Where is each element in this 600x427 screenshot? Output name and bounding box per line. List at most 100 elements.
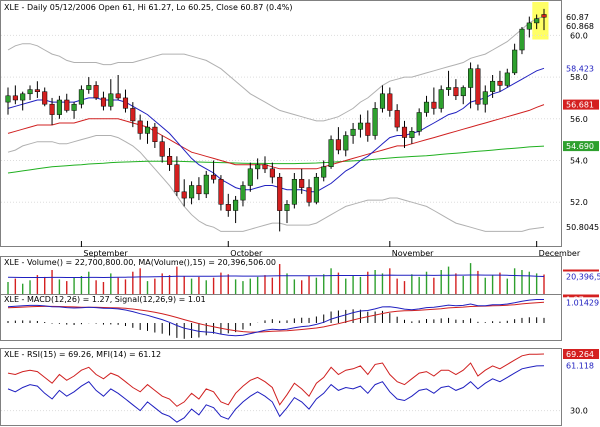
candle [423,95,430,117]
candle-body [233,199,239,211]
candle-body [343,135,349,151]
candle [446,70,452,96]
candle [534,14,540,30]
candle [387,87,393,117]
candle-body [438,89,444,109]
candle [152,122,158,148]
candle [211,160,217,184]
price-right-label: 60.87 [563,12,599,23]
candle-body [504,72,510,86]
candle-body [490,80,496,92]
rsi-right-labels: 69.264 61.118 [563,349,599,371]
candle [262,156,268,174]
candle [56,95,62,119]
candle-body [34,89,40,92]
rsi-right-label-text: 61.118 [566,362,594,371]
month-labels: September October November December [80,241,581,258]
candle [497,70,503,92]
candle-body [225,204,231,211]
volume-right-label: 20,396,5 [563,271,600,282]
candle [519,27,525,55]
price-right-label: 56.681 [563,99,599,110]
candle [335,127,341,155]
price-tick-label: 56.0 [570,115,588,124]
candle-body [262,164,268,170]
candle [306,179,312,207]
candle [240,181,246,207]
bollinger-upper [7,16,545,122]
month-label: October [230,249,263,258]
candle-body [401,126,408,138]
candle [328,135,334,169]
candle-body [497,80,503,86]
candle [372,102,378,140]
candle-body [115,93,121,99]
price-right-label-text: 60.868 [566,22,594,31]
candle [357,114,364,138]
volume-header: XLE - Volume() = 22,700,800.00, MA(Volum… [4,258,276,267]
volume-right-label-text: 20,396,5 [566,273,600,282]
rsi-right-label: 69.264 [563,349,599,359]
price-right-label: 54.690 [563,141,599,152]
candle [12,85,18,105]
ma-long-line [7,145,545,174]
rsi-panel [0,348,562,426]
candle [321,160,327,182]
candle-body [423,101,430,113]
macd-lines [7,299,545,337]
candle-body [42,91,48,105]
candle-body [306,187,312,203]
macd-right-labels: 1.271.01429 [563,294,599,308]
candle-body [284,204,290,211]
candle [20,91,26,111]
candle [350,122,356,144]
candle-body [100,97,107,107]
candle [453,79,459,101]
candle-body [534,18,540,24]
candle-body [152,126,158,142]
price-right-label-bg [563,222,599,233]
candle [144,120,151,144]
candle [233,195,239,224]
candle [394,104,400,132]
price-tick-label: 58.0 [570,73,588,82]
candle-body [519,28,525,51]
candle [71,102,77,119]
candle [468,62,474,109]
price-tick-label: 52.0 [570,198,588,207]
candle [460,85,466,105]
candle [218,175,224,211]
price-right-label-text: 50.8045 [566,223,599,232]
candle-body [416,112,422,132]
price-right-label-text: 60.87 [566,13,589,22]
candle-body [460,87,466,97]
candle-body [240,185,246,201]
ma-mid-line [7,104,545,170]
price-tick-label: 60.0 [570,31,588,40]
candle-body [78,89,84,105]
candle [122,89,129,113]
candle-body [144,126,151,134]
candle-body [137,120,143,134]
bollinger-bands [7,16,545,232]
macd-right-label-bg [563,297,599,308]
macd-line [7,299,544,337]
candle-body [409,131,415,138]
price-header: XLE - Daily 05/12/2006 Open 61, Hi 61.27… [4,3,292,12]
candle [313,173,319,205]
candle-body [167,156,173,165]
candle [64,93,70,113]
candle [203,170,209,199]
candle-body [431,101,437,109]
price-right-label: 58.423 [563,63,599,74]
price-right-label-text: 54.690 [566,142,594,151]
candle [299,168,305,194]
candle [482,85,488,113]
candle [159,135,165,163]
candle-body [247,168,253,186]
price-right-label-bg [563,12,599,23]
candle [78,85,84,109]
month-label: September [83,249,128,258]
candle-body [394,110,400,128]
